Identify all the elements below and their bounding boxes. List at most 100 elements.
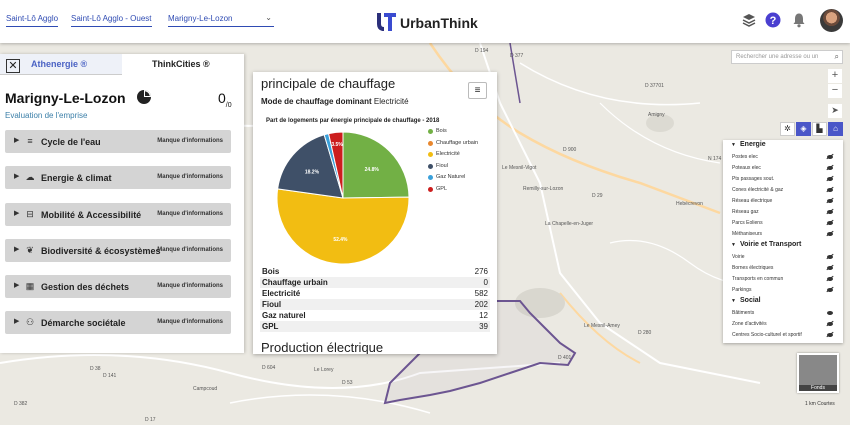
eye-slash-icon[interactable] [827,210,833,214]
buildings-tool-icon[interactable]: ▙ [812,122,827,136]
eye-slash-icon[interactable] [827,277,833,281]
map-label: D 37701 [645,83,664,89]
layer-item[interactable]: Bornes électriques [723,263,843,274]
layer-section-1[interactable]: ▼ Voirie et Transport [723,241,843,252]
layer-item-label: Réseau électrique [732,198,773,204]
eye-slash-icon[interactable] [827,232,833,236]
eye-slash-icon[interactable] [827,221,833,225]
pie-slice-gpl[interactable] [328,131,344,199]
map-label: D 401 [558,355,572,361]
breadcrumb-agglo-ouest[interactable]: Saint-Lô Agglo - Ouest [71,14,152,27]
tab-thinkcities-label: ThinkCities ® [152,59,210,69]
eye-slash-icon[interactable] [827,155,833,159]
layer-item[interactable]: Voirie [723,252,843,263]
layer-item[interactable]: Méthaniseurs [723,229,843,240]
theme-energie-climat[interactable]: ▶ ☁ Energie & climat Manque d'informatio… [5,166,231,189]
chart-menu-button[interactable]: ≡ [468,82,487,99]
pie-slice-electricité[interactable] [276,188,410,265]
theme-biodiversite[interactable]: ▶ ❦ Biodiversité & écosystèmes Manque d'… [5,239,231,262]
legend-swatch [428,129,433,134]
theme-label: Gestion des déchets [41,282,130,292]
layer-item[interactable]: Réseau électrique [723,196,843,207]
theme-cycle-eau[interactable]: ▶ ≡ Cycle de l'eau Manque d'informations [5,130,231,153]
pie-slice-fioul[interactable] [277,134,344,199]
layers-tool-icon[interactable]: ◈ [796,122,811,136]
caret-down-icon: ▼ [731,242,736,248]
layer-section-0[interactable]: ▼ Energie [723,141,843,152]
tab-athenergie-label: Athenergie ® [31,59,88,69]
layer-item[interactable]: Centres Socio-culturel et sportif [723,330,843,341]
legend-item[interactable]: Bois [428,128,478,140]
layer-item[interactable]: Pts passages sout. [723,174,843,185]
eye-slash-icon[interactable] [827,177,833,181]
theme-label: Cycle de l'eau [41,137,101,147]
user-avatar[interactable] [820,9,843,32]
layer-item[interactable]: Postes elec [723,152,843,163]
map-label: D 141 [103,373,117,379]
legend-label: Chauffage urbain [436,139,479,146]
eye-slash-icon[interactable] [827,188,833,192]
caret-right-icon: ▶ [14,210,20,217]
caret-right-icon: ▶ [14,137,20,144]
theme-status: Manque d'informations [157,283,223,289]
caret-down-icon: ▼ [731,298,736,304]
pie-slice-bois[interactable] [342,131,410,199]
theme-label: Mobilité & Accessibilité [41,210,142,220]
commune-select[interactable]: Marigny-Le-Lozon ⌄ [168,13,274,27]
chevron-down-icon: ⌄ [265,13,272,22]
legend-item[interactable]: Electricité [428,151,478,163]
layer-item[interactable]: Parkings [723,285,843,296]
legend-item[interactable]: Gaz Naturel [428,174,478,186]
theme-dechets[interactable]: ▶ ▦ Gestion des déchets Manque d'informa… [5,275,231,298]
table-row: GPL 39 [260,321,490,332]
layer-item[interactable]: Parcs Eoliens [723,218,843,229]
layers-stack-icon[interactable] [741,12,757,28]
pie-chart-icon[interactable] [136,89,152,105]
eye-slash-icon[interactable] [827,199,833,203]
theme-mobilite[interactable]: ▶ ⊟ Mobilité & Accessibilité Manque d'in… [5,203,231,226]
layer-item[interactable]: Cones électricité & gaz [723,185,843,196]
institution-tool-icon[interactable]: ⌂ [828,122,843,136]
legend-item[interactable]: Fioul [428,163,478,175]
address-search-input[interactable]: Rechercher une adresse ou un ⌕ [731,50,843,64]
legend-item[interactable]: Chauffage urbain [428,140,478,152]
eye-icon[interactable] [827,311,833,315]
layer-section-2[interactable]: ▼ Social [723,297,843,308]
compass-north-icon[interactable]: ➤ [828,104,842,118]
layer-item-label: Réseau gaz [732,209,759,215]
eye-slash-icon[interactable] [827,255,833,259]
settings-tool-icon[interactable]: ✲ [780,122,795,136]
help-icon[interactable]: ? [765,12,781,28]
eye-slash-icon[interactable] [827,266,833,270]
legend-item[interactable]: GPL [428,186,478,198]
layer-item[interactable]: Zone d'activités [723,319,843,330]
next-section-title: Production électrique [261,340,384,354]
collapse-x-icon[interactable]: ✕ [6,59,20,73]
legend-swatch [428,163,433,169]
layer-item-label: Poteaux elec [732,165,761,171]
eye-slash-icon[interactable] [827,166,833,170]
basemap-switcher[interactable]: Fonds [797,353,839,393]
map-label: D 280 [638,330,652,336]
eye-slash-icon[interactable] [827,322,833,326]
search-icon[interactable]: ⌕ [834,52,839,61]
commune-select-value: Marigny-Le-Lozon [168,14,233,23]
cloud-icon: ☁ [25,172,35,182]
layer-item-label: Bâtiments [732,310,755,316]
breadcrumb-agglo[interactable]: Saint-Lô Agglo [6,14,59,27]
eye-slash-icon[interactable] [827,288,833,292]
tab-athenergie[interactable]: ✕ Athenergie ® [0,54,122,75]
zoom-in-button[interactable]: + [828,69,842,83]
eye-slash-icon[interactable] [827,333,833,337]
theme-demarche-societale[interactable]: ▶ ⚇ Démarche sociétale Manque d'informat… [5,311,231,334]
bell-icon[interactable] [791,12,807,28]
tab-thinkcities[interactable]: ThinkCities ® [122,54,244,75]
layer-item[interactable]: Réseau gaz [723,207,843,218]
layer-item[interactable]: Poteaux elec [723,163,843,174]
zoom-out-button[interactable]: − [828,84,842,98]
map-label: Le Mesnil-Vigot [502,165,537,171]
layer-item-label: Voirie [732,254,745,260]
layer-item[interactable]: Bâtiments [723,308,843,319]
layer-item[interactable]: Transports en commun [723,274,843,285]
theme-status: Manque d'informations [157,174,223,180]
